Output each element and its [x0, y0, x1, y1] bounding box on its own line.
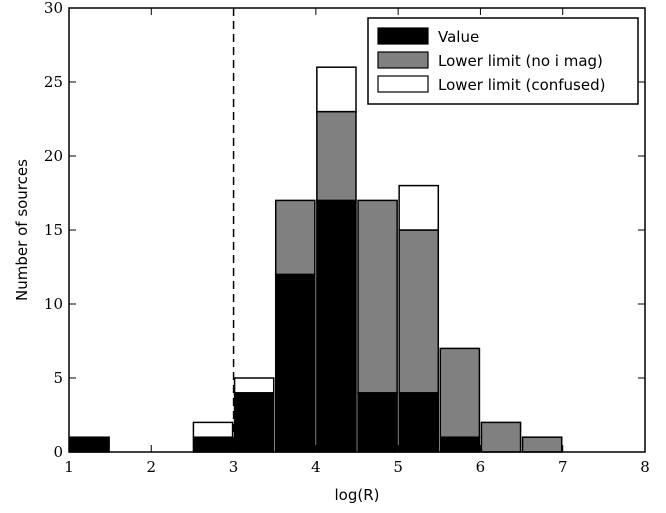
ticks-layer: 1 2 3 4 5 6 7 8 0 5 10 15 20 25 30: [44, 0, 650, 476]
bar-value-bin-0: [69, 436, 110, 453]
y-tick-label: 0: [53, 443, 63, 461]
bar-lower-limit-no-i-mag-bin-10: [480, 421, 522, 453]
x-tick-label: 4: [311, 458, 321, 476]
legend: Value Lower limit (no i mag) Lower limit (…: [367, 17, 639, 105]
bar-value-bin-7: [357, 392, 398, 453]
bar-value-bin-8: [398, 392, 440, 453]
x-tick-label: 8: [640, 458, 650, 476]
x-axis-label: log(R): [335, 486, 380, 504]
legend-label: Value: [438, 28, 479, 46]
y-tick-label: 5: [53, 369, 63, 387]
y-axis-label: Number of sources: [13, 159, 31, 301]
bar-value-bin-4: [233, 392, 275, 453]
bar-lower-limit-no-i-mag-bin-11: [521, 436, 563, 453]
legend-label: Lower limit (confused): [438, 76, 605, 94]
bar-value-bin-5: [274, 273, 316, 453]
bar-lower-limit-no-i-mag-bin-8: [398, 229, 440, 394]
x-tick-label: 3: [229, 458, 239, 476]
y-tick-label: 10: [44, 295, 63, 313]
bar-value-bin-3: [192, 436, 234, 453]
y-tick-label: 25: [44, 73, 63, 91]
x-tick-label: 2: [147, 458, 157, 476]
axis-labels-layer: log(R) Number of sources: [13, 159, 380, 504]
x-tick-label: 1: [64, 458, 74, 476]
bar-lower-limit-no-i-mag-bin-7: [357, 199, 398, 394]
y-tick-label: 20: [44, 147, 63, 165]
x-tick-label: 5: [393, 458, 403, 476]
legend-swatch: [377, 27, 429, 45]
legend-swatch: [377, 51, 429, 69]
bar-lower-limit-no-i-mag-bin-6: [316, 110, 357, 202]
bar-lower-limit-confused-bin-6: [316, 66, 357, 113]
x-tick-label: 7: [558, 458, 568, 476]
bars-layer: [69, 66, 563, 453]
bar-value-bin-6: [316, 199, 357, 453]
y-tick-label: 15: [44, 221, 63, 239]
bar-value-bin-9: [439, 436, 481, 453]
bar-lower-limit-confused-bin-4: [233, 377, 275, 394]
y-tick-label: 30: [44, 0, 63, 17]
legend-swatch: [377, 75, 429, 93]
bar-lower-limit-confused-bin-3: [192, 421, 234, 438]
bar-lower-limit-confused-bin-8: [398, 184, 440, 231]
bar-lower-limit-no-i-mag-bin-9: [439, 347, 481, 438]
legend-label: Lower limit (no i mag): [438, 52, 603, 70]
x-tick-label: 6: [476, 458, 486, 476]
bar-lower-limit-no-i-mag-bin-5: [274, 199, 316, 276]
